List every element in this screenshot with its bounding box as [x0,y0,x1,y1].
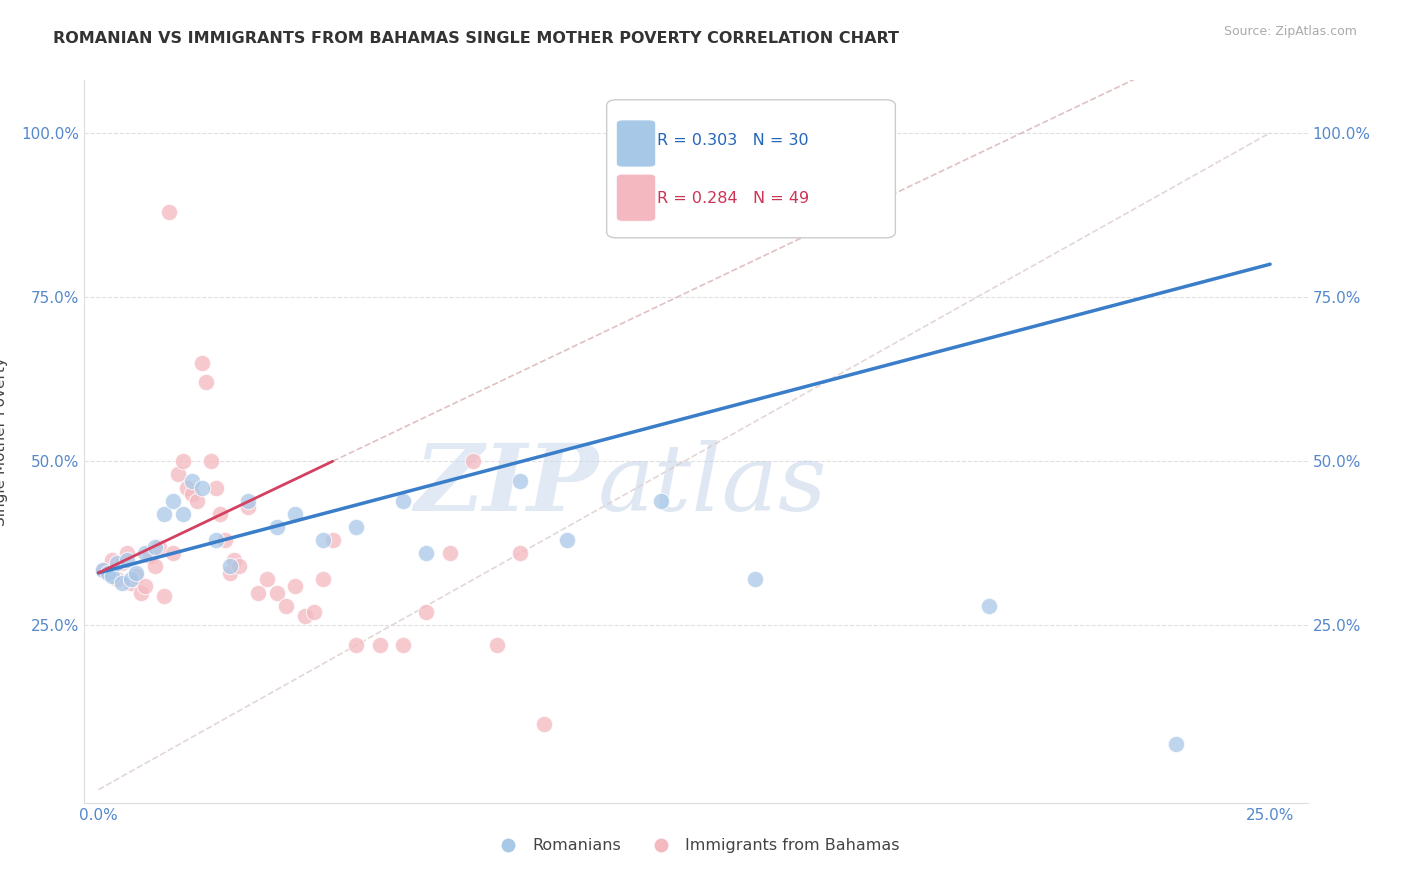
Text: ROMANIAN VS IMMIGRANTS FROM BAHAMAS SINGLE MOTHER POVERTY CORRELATION CHART: ROMANIAN VS IMMIGRANTS FROM BAHAMAS SING… [53,31,900,46]
Point [284,579,307,593]
Point [139,549,162,564]
Point [274,599,297,613]
Point [125,569,148,583]
Point [97,566,120,580]
Point [744,573,766,587]
Point [181,474,204,488]
Point [148,540,170,554]
Point [134,579,156,593]
Point [485,638,508,652]
Point [368,638,391,652]
Point [200,454,222,468]
Point [238,493,260,508]
FancyBboxPatch shape [616,174,655,221]
Point [415,546,437,560]
Point [312,573,335,587]
Point [218,559,240,574]
Legend: Romanians, Immigrants from Bahamas: Romanians, Immigrants from Bahamas [486,832,905,860]
Point [238,500,260,515]
Point [533,717,555,731]
Point [509,546,531,560]
Point [284,507,307,521]
Point [153,507,176,521]
FancyBboxPatch shape [616,120,655,167]
Point [91,563,114,577]
Point [101,569,124,583]
Point [162,546,184,560]
Point [977,599,1000,613]
Point [204,533,226,547]
Point [125,566,148,580]
Point [97,566,120,580]
Point [344,638,367,652]
Point [204,481,226,495]
Point [415,605,437,619]
Point [209,507,232,521]
Point [256,573,278,587]
Point [218,566,240,580]
Point [190,356,212,370]
Point [162,493,184,508]
Point [294,608,316,623]
Point [105,556,128,570]
Point [181,487,204,501]
Point [172,507,194,521]
Text: R = 0.303   N = 30: R = 0.303 N = 30 [657,133,808,148]
Point [115,553,138,567]
Point [120,573,142,587]
Text: ZIP: ZIP [413,440,598,530]
Point [143,559,166,574]
Point [228,559,250,574]
Point [266,520,288,534]
Point [120,575,142,590]
Point [246,585,269,599]
Point [186,493,208,508]
Point [439,546,461,560]
Point [555,533,578,547]
Point [344,520,367,534]
Point [111,556,134,570]
Text: Source: ZipAtlas.com: Source: ZipAtlas.com [1223,25,1357,38]
Point [322,533,344,547]
Point [302,605,325,619]
Point [111,575,134,590]
Point [115,546,138,560]
Point [91,563,114,577]
Point [101,553,124,567]
Point [650,493,672,508]
Point [190,481,212,495]
Point [176,481,198,495]
Text: R = 0.284   N = 49: R = 0.284 N = 49 [657,191,808,205]
Point [463,454,485,468]
Y-axis label: Single Mother Poverty: Single Mother Poverty [0,357,7,526]
Point [392,493,415,508]
FancyBboxPatch shape [606,100,896,238]
Point [129,585,152,599]
Point [195,376,218,390]
Point [312,533,335,547]
Point [266,585,288,599]
Point [224,553,246,567]
Point [134,546,156,560]
Point [509,474,531,488]
Point [392,638,415,652]
Point [153,589,176,603]
Point [172,454,194,468]
Point [143,540,166,554]
Point [214,533,236,547]
Point [157,204,180,219]
Point [167,467,190,482]
Point [105,573,128,587]
Point [1166,737,1188,751]
Text: atlas: atlas [598,440,828,530]
